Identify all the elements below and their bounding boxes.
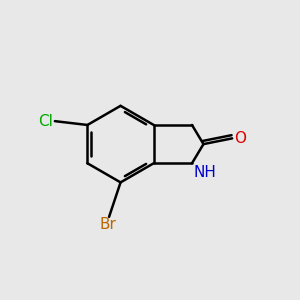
Text: O: O — [235, 131, 247, 146]
Text: Br: Br — [99, 217, 116, 232]
Text: NH: NH — [194, 165, 216, 180]
Text: Cl: Cl — [38, 114, 53, 129]
